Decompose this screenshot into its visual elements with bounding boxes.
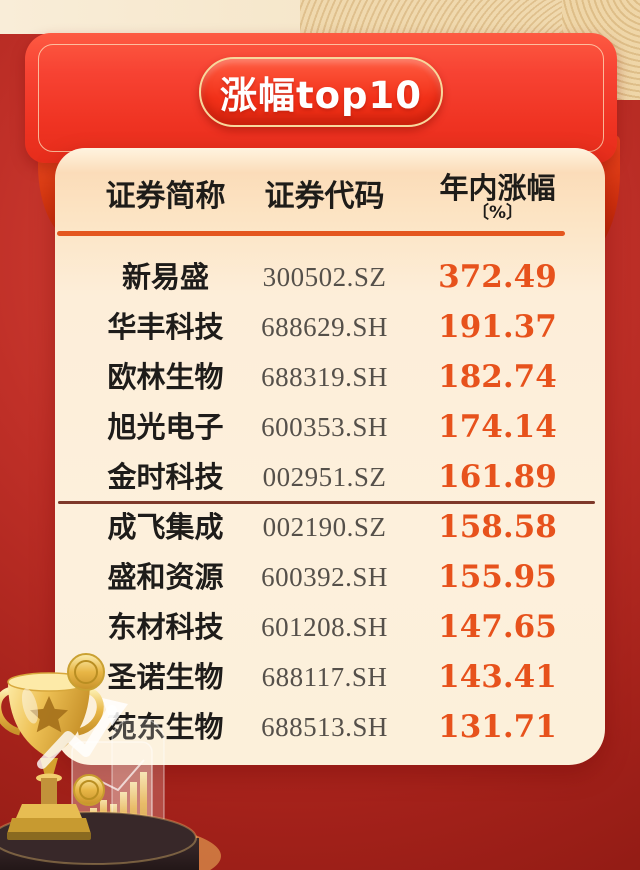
stock-name: 旭光电子 bbox=[107, 410, 224, 444]
table-row: 旭光电子 600353.SH 174.14 bbox=[55, 402, 605, 452]
stock-code: 600392.SH bbox=[261, 562, 388, 592]
header-ytd-gain: 年内涨幅 〔%〕 bbox=[415, 164, 580, 230]
stock-name: 盛和资源 bbox=[107, 560, 224, 594]
header-divider bbox=[57, 231, 565, 236]
table-row: 金时科技 002951.SZ 161.89 bbox=[55, 452, 605, 502]
star bbox=[30, 696, 68, 733]
plinth bbox=[0, 811, 199, 870]
table-row: 苑东生物 688513.SH 131.71 bbox=[55, 702, 605, 752]
stock-gain: 131.71 bbox=[438, 709, 557, 745]
stock-gain: 191.37 bbox=[438, 309, 557, 345]
stock-code: 002190.SZ bbox=[262, 512, 387, 542]
coin-icon bbox=[67, 653, 105, 691]
stock-name: 金时科技 bbox=[107, 460, 224, 494]
title-pill: 涨幅top10 bbox=[199, 57, 443, 127]
header-ytd-gain-label: 年内涨幅 bbox=[439, 171, 556, 205]
stock-name: 新易盛 bbox=[121, 260, 209, 294]
stock-gain: 143.41 bbox=[438, 659, 557, 695]
table-body: 新易盛 300502.SZ 372.49 华丰科技 688629.SH 191.… bbox=[55, 252, 605, 752]
stock-code: 688117.SH bbox=[261, 662, 388, 692]
stock-gain: 147.65 bbox=[438, 609, 557, 645]
table-row: 成飞集成 002190.SZ 158.58 bbox=[55, 502, 605, 552]
title-banner: 涨幅top10 bbox=[25, 33, 617, 163]
table-row: 华丰科技 688629.SH 191.37 bbox=[55, 302, 605, 352]
header-ytd-gain-unit: 〔%〕 bbox=[471, 203, 524, 223]
section-divider bbox=[58, 501, 595, 504]
stock-gain: 155.95 bbox=[438, 559, 557, 595]
ranking-panel: 证券简称 证券代码 年内涨幅 〔%〕 新易盛 300502.SZ 372.49 … bbox=[55, 148, 605, 765]
stock-gain: 174.14 bbox=[438, 409, 557, 445]
stock-code: 601208.SH bbox=[261, 612, 388, 642]
stock-code: 002951.SZ bbox=[262, 462, 387, 492]
stock-code: 688513.SH bbox=[261, 712, 388, 742]
header-stock-name: 证券简称 bbox=[105, 179, 226, 214]
table-row: 东材科技 601208.SH 147.65 bbox=[55, 602, 605, 652]
stock-name: 欧林生物 bbox=[107, 360, 224, 394]
table-row: 欧林生物 688319.SH 182.74 bbox=[55, 352, 605, 402]
stock-name: 东材科技 bbox=[107, 610, 224, 644]
stock-gain: 182.74 bbox=[438, 359, 557, 395]
stock-gain: 158.58 bbox=[438, 509, 557, 545]
stock-gain: 161.89 bbox=[438, 459, 557, 495]
stock-code: 688629.SH bbox=[261, 312, 388, 342]
stock-code: 688319.SH bbox=[261, 362, 388, 392]
coin-icon bbox=[73, 774, 105, 806]
stock-name: 圣诺生物 bbox=[107, 660, 224, 694]
table-header: 证券简称 证券代码 年内涨幅 〔%〕 bbox=[55, 164, 605, 230]
stock-name: 华丰科技 bbox=[107, 310, 224, 344]
trend-arrow-icon bbox=[37, 698, 128, 769]
header-stock-code: 证券代码 bbox=[264, 179, 385, 214]
stock-code: 600353.SH bbox=[261, 412, 388, 442]
stock-code: 300502.SZ bbox=[262, 262, 387, 292]
table-row: 圣诺生物 688117.SH 143.41 bbox=[55, 652, 605, 702]
table-row: 新易盛 300502.SZ 372.49 bbox=[55, 252, 605, 302]
stock-gain: 372.49 bbox=[438, 259, 557, 295]
trophy-decoration bbox=[0, 653, 221, 870]
page-title: 涨幅top10 bbox=[219, 74, 423, 117]
stock-name: 成飞集成 bbox=[107, 510, 224, 544]
stock-name: 苑东生物 bbox=[107, 710, 224, 744]
table-row: 盛和资源 600392.SH 155.95 bbox=[55, 552, 605, 602]
